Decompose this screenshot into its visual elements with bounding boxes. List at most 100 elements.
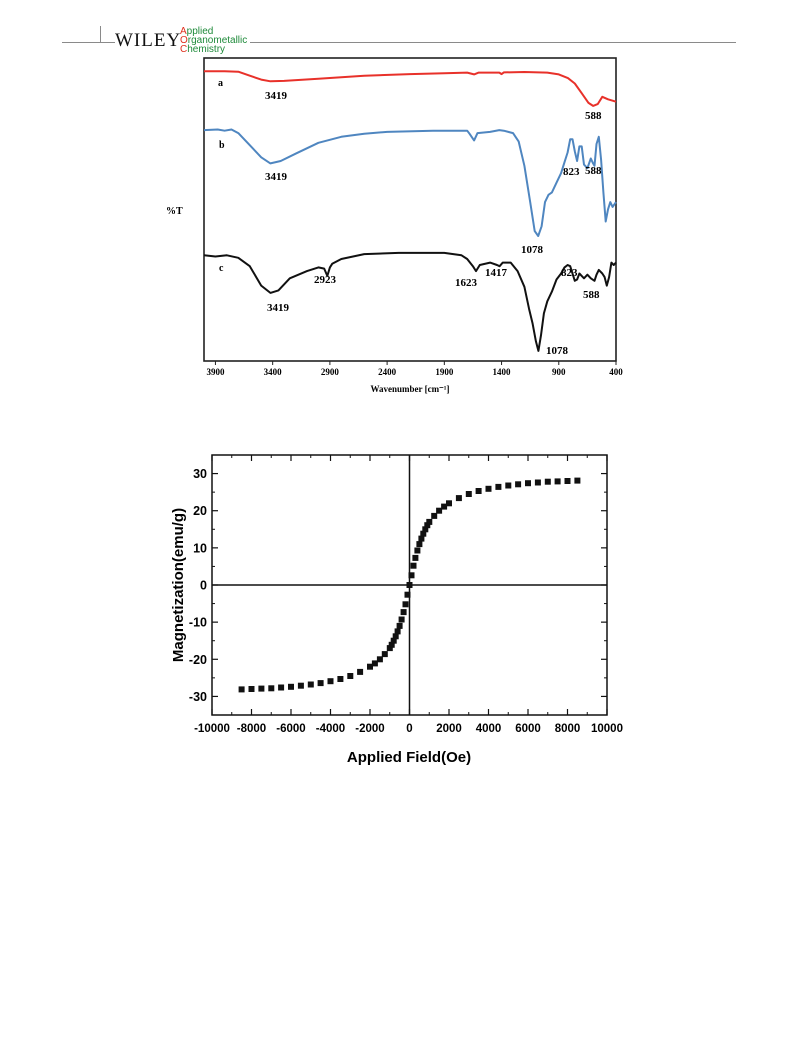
mag-data-point [381,651,388,658]
mag-data-point [258,685,265,692]
mag-data-point [412,554,419,561]
ftir-series-a-line [204,70,617,107]
mag-data-point [446,500,452,507]
ftir-spectra-chart: 3900 3400 2900 2400 1900 1400 900 400 a b c 341… [166,57,623,394]
mag-x-tick-label: -4000 [316,723,345,735]
publisher-logo: WILEY [115,31,185,50]
mag-x-tick-label: -2000 [355,723,384,735]
mag-data-point [317,680,324,687]
ftir-series-label-a: a [218,78,223,89]
mag-x-axis-label: Applied Field(Oe) [347,749,471,766]
mag-data-point [406,582,413,588]
ftir-peak-label: 3419 [265,90,288,102]
mag-data-point [564,478,571,484]
mag-data-point [441,503,448,510]
mag-data-point [402,601,409,608]
ftir-peak-label: 1623 [455,277,478,289]
mag-x-tick-label: -10000 [194,723,230,735]
mag-data-point [400,609,407,616]
ftir-series-b-line [203,128,617,237]
mag-data-point [337,676,344,682]
mag-data-point [347,673,354,679]
mag-data-point [396,622,403,629]
mag-data-point [390,637,397,644]
mag-x-tick-label: -8000 [237,723,266,735]
magnetization-chart: -10000 -8000 -6000 -4000 -2000 0 2000 4000 6000 8… [170,454,623,766]
mag-y-tick-label: -10 [189,616,207,630]
ftir-x-tick-label: 2400 [378,367,397,377]
mag-x-tick-label: 10000 [591,723,623,735]
ftir-x-tick-label: 1400 [493,367,512,377]
ftir-x-tick-label: 2900 [321,367,340,377]
ftir-series-label-b: b [219,140,225,151]
ftir-peak-label: 1078 [546,345,569,357]
mag-data-point [574,477,581,484]
mag-data-point [515,481,522,488]
mag-y-axis-label: Magnetization(emu/g) [170,508,187,662]
mag-data-point [420,530,427,537]
mag-data-point [327,678,334,685]
ftir-x-axis-label: Wavenumber [cm⁻¹] [370,384,449,394]
mag-data-point [495,483,502,490]
mag-x-tick-label: 8000 [555,723,581,735]
mag-data-point [485,485,492,492]
ftir-x-tick-label: 3900 [206,367,225,377]
mag-data-point [426,518,433,525]
mag-x-tick-label: 6000 [515,723,541,735]
mag-data-point [238,686,245,693]
mag-data-point [505,482,512,489]
mag-x-tick-label: 4000 [476,723,502,735]
ftir-series-label-c: c [219,263,224,274]
header-rule [62,42,736,43]
mag-y-tick-label: -20 [189,653,207,667]
ftir-y-axis-label: %T [166,206,183,217]
journal-line-1: Applied [180,26,214,37]
mag-data-point [307,681,314,688]
mag-data-point [404,591,411,598]
ftir-x-tick-label: 900 [552,367,566,377]
ftir-peak-label: 823 [561,267,578,279]
ftir-peak-label: 588 [585,110,602,122]
mag-data-point [416,541,423,548]
mag-data-point [297,682,304,689]
mag-y-tick-label: 20 [193,504,207,518]
mag-y-tick-label: 30 [193,467,207,481]
mag-data-point [394,628,401,635]
mag-data-point [268,685,275,692]
ftir-peak-label: 2923 [314,274,337,286]
mag-x-tick-label: 2000 [436,723,462,735]
mag-data-point [544,478,551,485]
mag-data-point [554,478,561,485]
mag-data-point [436,507,443,514]
mag-data-point [431,512,438,519]
mag-data-point [248,686,255,692]
mag-data-point [408,572,415,579]
mag-data-point [388,641,395,648]
mag-data-point [367,663,373,670]
ftir-peak-label: 588 [583,289,600,301]
mag-data-point [455,495,462,502]
ftir-peak-label: 1417 [485,267,508,279]
journal-header: WILEY Applied Organometallic Chemistry [0,0,793,60]
header-rule-tick [100,26,101,42]
mag-data-point [376,656,383,663]
ftir-peak-label: 3419 [265,171,288,183]
mag-data-point [422,526,429,533]
journal-name: Applied Organometallic Chemistry [180,26,251,55]
ftir-plot-frame [203,57,617,362]
mag-data-point [424,522,431,529]
journal-line-3: Chemistry [180,44,226,55]
mag-x-tick-label: 0 [406,723,412,735]
mag-data-point [288,683,294,690]
mag-data-point [398,616,405,623]
mag-data-point [414,547,421,554]
ftir-x-tick-label: 1900 [435,367,454,377]
mag-data-point [534,479,541,486]
mag-y-tick-label: 10 [193,541,207,555]
mag-data-point [392,633,399,640]
ftir-peak-label: 588 [585,165,602,177]
mag-data-point [418,535,425,542]
journal-line-2: Organometallic [180,35,248,46]
mag-x-tick-label: -6000 [276,723,305,735]
mag-data-point [410,562,417,569]
